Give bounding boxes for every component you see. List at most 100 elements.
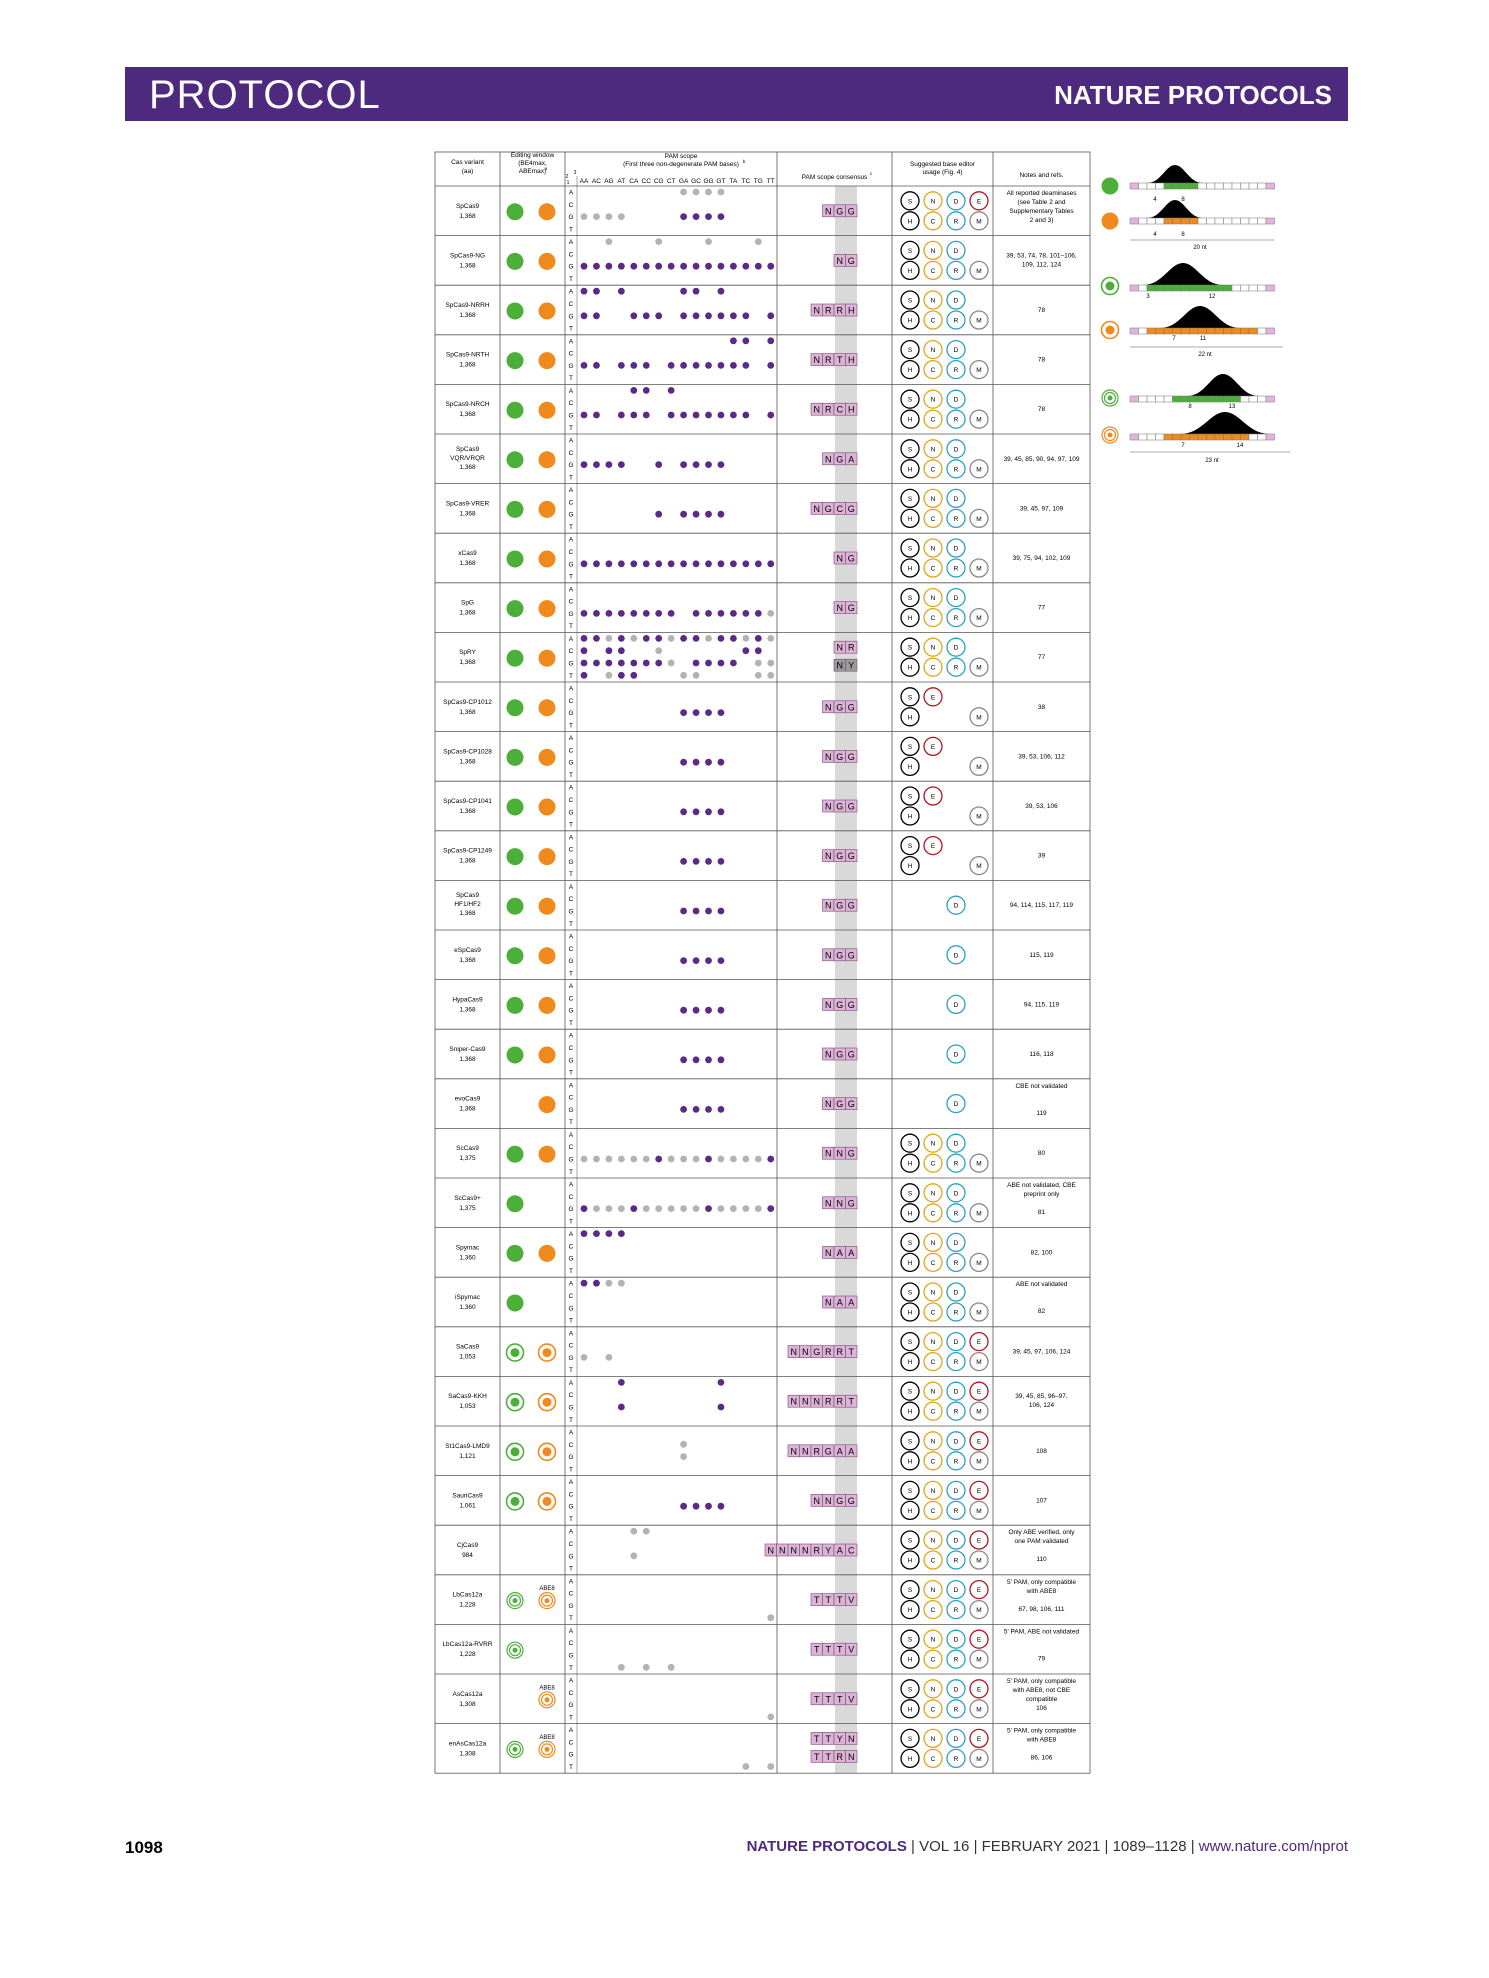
editor-letter: M [976,1409,981,1416]
consensus-box [845,204,858,218]
pam-row-letter: T [569,673,573,680]
cas-variant-name: SpCas9-CP1249 [443,848,492,855]
pam-dot-purple [742,560,750,568]
protospacer-cell [1172,182,1182,190]
pam-dot-purple [642,362,650,369]
pam-column-header: TT [767,178,775,185]
consensus-base: R [825,355,832,365]
pam-dot-purple [630,1205,638,1212]
pam-dot-purple [730,610,737,617]
consensus-base: G [848,504,855,514]
editing-window-core [544,1697,550,1703]
pam-dot-purple [717,312,725,320]
editing-window-dot [506,996,524,1014]
editor-circle [969,707,989,727]
editor-letter: R [954,1756,959,1763]
consensus-box [845,1494,858,1507]
editor-circle [923,1401,943,1421]
pam-dot-gray [605,671,613,679]
editor-circle [946,1500,966,1521]
legend-tick: 4 [1153,232,1157,238]
editor-circle [946,994,966,1015]
editing-window-core [1107,432,1113,438]
pam-row-letter: G [568,264,573,271]
consensus-base: G [848,950,855,960]
pam-column-header: GC [691,178,701,185]
pam-dot-purple [730,262,737,270]
notes-text: (see Table 2 and [1018,199,1066,206]
editor-letter: M [976,318,981,325]
editing-window-dot [506,848,524,866]
cas-variant-name: SpCas9-NRCH [445,401,489,408]
consensus-box [845,1444,858,1458]
pam-dot-purple [630,312,638,320]
editor-letter: C [931,1508,936,1515]
editor-circle [969,191,989,211]
consensus-base: N [825,1149,832,1159]
editor-circle [900,1252,920,1273]
pam-dot-purple [617,659,625,667]
header-variant-aa: (aa) [462,168,474,175]
consensus-base: G [836,454,843,464]
pam-row-letter: A [569,537,574,544]
cas-variant-name: SaCas9 [456,1344,480,1351]
pam-row-letter: T [569,425,573,432]
protospacer-cell [1223,182,1233,190]
consensus-base: N [825,702,832,712]
protospacer-cell [1231,395,1241,403]
pam-dot-purple [705,411,712,419]
editor-circle [923,1500,943,1521]
consensus-base: R [837,1752,844,1762]
protospacer-cell [1223,217,1233,225]
pam-dot-purple [717,362,725,369]
editor-circle [969,1381,989,1401]
editor-circle [900,1431,920,1451]
consensus-box [845,1543,858,1557]
pam-row-letter: G [568,1206,573,1213]
pam-dot-purple [617,610,625,617]
editor-circle [946,1679,966,1699]
consensus-base: G [848,901,855,911]
editor-circle [946,1203,966,1223]
protospacer-cell [1146,217,1156,225]
editor-letter: E [931,794,936,801]
editor-circle [969,558,989,578]
consensus-base: N [779,1546,786,1556]
consensus-box [845,799,858,813]
pam-dot-gray [717,188,725,196]
consensus-base: N [825,851,832,861]
editor-circle [946,359,966,380]
editor-letter: R [954,665,959,672]
protospacer-cell [1240,433,1250,441]
pam-dot-gray [742,1763,750,1770]
editor-letter: C [931,615,936,622]
notes-text: 80 [1038,1150,1046,1157]
protospacer-cell [1257,284,1267,292]
consensus-base: G [836,1099,843,1109]
consensus-base: N [825,752,832,762]
editor-circle [900,1381,920,1401]
editor-circle [969,1530,989,1550]
pam-row-letter: T [569,623,573,630]
consensus-base: A [837,1446,843,1456]
footer-url[interactable]: www.nature.com/nprot [1198,1838,1348,1855]
cas-variant-name: SpCas9 [456,446,480,453]
pam-dot-gray [605,1354,613,1361]
editing-window-dot [506,401,524,419]
editor-circle [923,1649,943,1669]
pam-dot-purple [580,647,588,655]
pam-row-letter: G [568,611,573,618]
consensus-base: C [837,504,844,514]
pam-dot-purple [705,262,712,270]
consensus-box [845,303,858,317]
pam-dot-purple [767,362,775,369]
cas-variant-aa: 1,368 [459,362,476,369]
cas-variant-aa: 1,368 [459,411,476,418]
cas-variant-name: SauriCas9 [452,1492,483,1499]
editor-letter: N [931,496,936,503]
pam-row-letter: C [569,1591,574,1598]
pam-dot-purple [767,312,775,320]
consensus-base: G [825,1446,832,1456]
